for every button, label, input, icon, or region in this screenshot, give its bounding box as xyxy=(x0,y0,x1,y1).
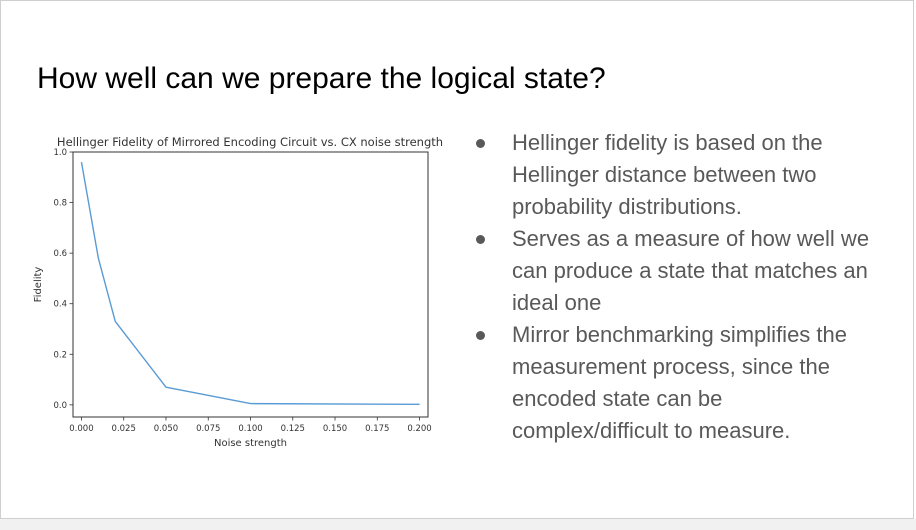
y-tick-label: 0.0 xyxy=(53,401,67,411)
bullet-list: Hellinger fidelity is based on the Helli… xyxy=(471,127,871,447)
y-axis-label: Fidelity xyxy=(33,267,44,303)
bullet-text: Serves as a measure of how well we can p… xyxy=(512,226,870,315)
x-tick-label: 0.025 xyxy=(112,424,136,434)
x-axis: 0.000 0.025 0.050 0.075 0.100 0.125 0.150 0.175… xyxy=(69,417,432,434)
plot-area-frame xyxy=(72,151,429,418)
bullet-dot-icon xyxy=(476,331,485,340)
x-tick-label: 0.000 xyxy=(69,424,93,434)
y-axis: 0.0 0.2 0.4 0.6 0.8 1.0 xyxy=(53,148,73,411)
x-tick-label: 0.200 xyxy=(407,424,431,434)
bullet-text: Hellinger fidelity is based on the Helli… xyxy=(512,130,823,219)
y-tick-label: 0.8 xyxy=(53,199,67,209)
y-tick-label: 1.0 xyxy=(53,148,67,158)
bullet-item: Hellinger fidelity is based on the Helli… xyxy=(471,127,871,223)
bullet-dot-icon xyxy=(476,235,485,244)
x-tick-label: 0.125 xyxy=(281,424,305,434)
x-tick-label: 0.100 xyxy=(238,424,262,434)
bullet-item: Serves as a measure of how well we can p… xyxy=(471,223,871,319)
bullet-text: Mirror benchmarking simplifies the measu… xyxy=(512,322,847,443)
x-axis-label: Noise strength xyxy=(214,438,287,449)
window-bottom-strip xyxy=(0,519,916,530)
y-tick-label: 0.2 xyxy=(53,350,67,360)
bullet-item: Mirror benchmarking simplifies the measu… xyxy=(471,319,871,447)
x-tick-label: 0.150 xyxy=(323,424,347,434)
fidelity-chart: Hellinger Fidelity of Mirrored Encoding … xyxy=(33,135,443,449)
slide-title: How well can we prepare the logical stat… xyxy=(37,62,606,95)
y-tick-label: 0.4 xyxy=(53,300,67,310)
fidelity-series-line xyxy=(80,161,420,406)
bullet-dot-icon xyxy=(476,139,485,148)
x-tick-label: 0.175 xyxy=(365,424,389,434)
y-tick-label: 0.6 xyxy=(53,249,67,259)
x-tick-label: 0.050 xyxy=(154,424,178,434)
x-tick-label: 0.075 xyxy=(196,424,220,434)
chart-title: Hellinger Fidelity of Mirrored Encoding … xyxy=(57,135,443,149)
slide: How well can we prepare the logical stat… xyxy=(0,0,914,519)
